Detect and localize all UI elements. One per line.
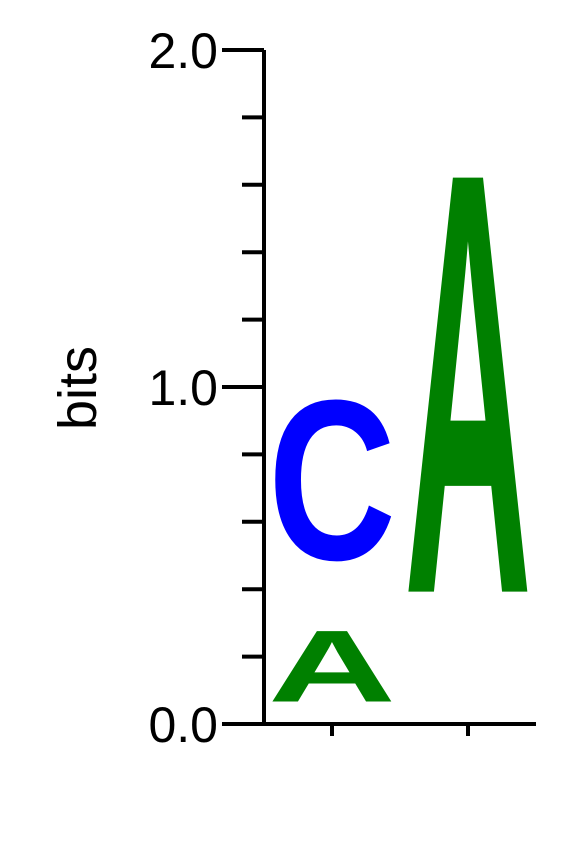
y-axis-title: bits [48, 346, 108, 430]
letter-a: A [268, 609, 396, 724]
position-stack: A [404, 48, 532, 721]
x-axis [262, 722, 536, 736]
letter-a: A [404, 48, 532, 721]
y-axis: 0.0 1.0 2.0 [148, 23, 266, 753]
y-tick-label: 1.0 [148, 360, 218, 416]
letter-c: C [268, 353, 396, 608]
y-tick-label: 0.0 [148, 697, 218, 753]
y-tick-label: 2.0 [148, 23, 218, 79]
position-stack: AC [268, 353, 396, 723]
letter-stacks: AC A [268, 48, 532, 724]
